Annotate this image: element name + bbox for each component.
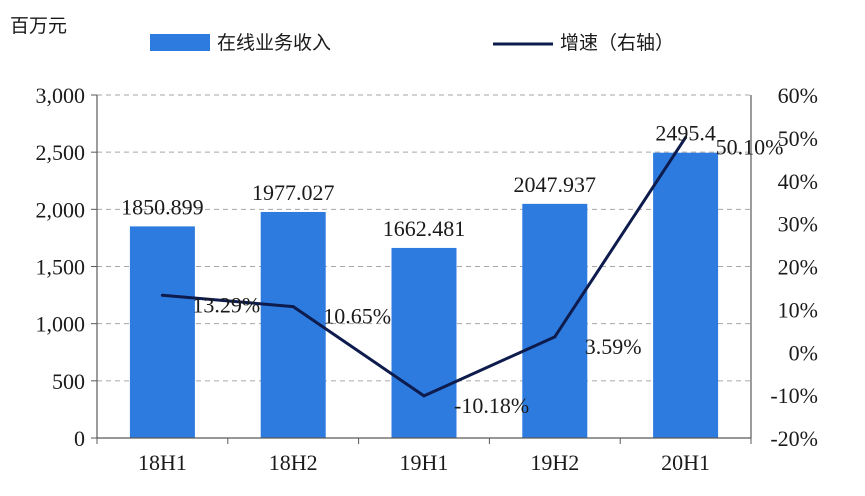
bar bbox=[653, 152, 719, 438]
line-point bbox=[291, 305, 295, 309]
bar-series bbox=[129, 152, 719, 438]
left-axis-tick-label: 0 bbox=[74, 426, 85, 451]
line-data-label: 13.29% bbox=[192, 292, 260, 317]
legend-line-label: 增速（右轴） bbox=[560, 32, 674, 54]
legend-bar-label: 在线业务收入 bbox=[217, 32, 331, 54]
bar-data-label: 1662.481 bbox=[383, 216, 466, 241]
line-point bbox=[160, 293, 164, 297]
left-axis-tick-label: 2,000 bbox=[36, 197, 86, 222]
left-axis-tick-label: 500 bbox=[52, 369, 85, 394]
axes: 05001,0001,5002,0002,5003,000-20%-10%0%1… bbox=[36, 83, 819, 475]
right-axis-tick-label: 0% bbox=[789, 340, 818, 365]
left-axis-unit: 百万元 bbox=[10, 15, 67, 37]
legend: 百万元 在线业务收入 增速（右轴） bbox=[10, 15, 674, 54]
line-point bbox=[422, 394, 426, 398]
right-axis-tick-label: -10% bbox=[770, 383, 818, 408]
bar bbox=[260, 211, 326, 438]
bar bbox=[522, 203, 588, 438]
x-axis-tick-label: 18H1 bbox=[138, 450, 187, 475]
right-axis-tick-label: 50% bbox=[778, 126, 818, 151]
bar bbox=[391, 247, 457, 438]
right-axis-tick-label: 30% bbox=[778, 212, 818, 237]
bar-data-label: 1977.027 bbox=[252, 180, 335, 205]
line-series bbox=[160, 135, 688, 398]
left-axis-tick-label: 1,000 bbox=[36, 312, 86, 337]
x-axis-tick-label: 19H2 bbox=[530, 450, 579, 475]
x-axis-tick-label: 18H2 bbox=[269, 450, 318, 475]
line-point bbox=[553, 335, 557, 339]
bar-data-label: 2495.4 bbox=[655, 121, 716, 146]
right-axis-tick-label: 20% bbox=[778, 255, 818, 280]
right-axis-tick-label: 10% bbox=[778, 297, 818, 322]
left-axis-tick-label: 1,500 bbox=[36, 255, 86, 280]
bar-data-label: 2047.937 bbox=[514, 172, 597, 197]
x-axis-tick-label: 20H1 bbox=[661, 450, 710, 475]
line-point bbox=[684, 135, 688, 139]
left-axis-tick-label: 3,000 bbox=[36, 83, 86, 108]
left-axis-tick-label: 2,500 bbox=[36, 140, 86, 165]
right-axis-tick-label: 60% bbox=[778, 83, 818, 108]
line-data-label: 10.65% bbox=[323, 304, 391, 329]
line-data-label: 3.59% bbox=[585, 334, 642, 359]
data-labels: 1850.899 1977.027 1662.481 2047.937 2495.4 13… bbox=[121, 121, 783, 418]
line-data-label: -10.18% bbox=[454, 393, 529, 418]
right-axis-tick-label: -20% bbox=[770, 426, 818, 451]
line-data-label: 50.10% bbox=[716, 134, 784, 159]
right-axis-tick-label: 40% bbox=[778, 169, 818, 194]
x-axis-tick-label: 19H1 bbox=[400, 450, 449, 475]
legend-bar-swatch bbox=[150, 34, 210, 51]
bar-data-label: 1850.899 bbox=[121, 194, 204, 219]
bar bbox=[129, 226, 195, 438]
